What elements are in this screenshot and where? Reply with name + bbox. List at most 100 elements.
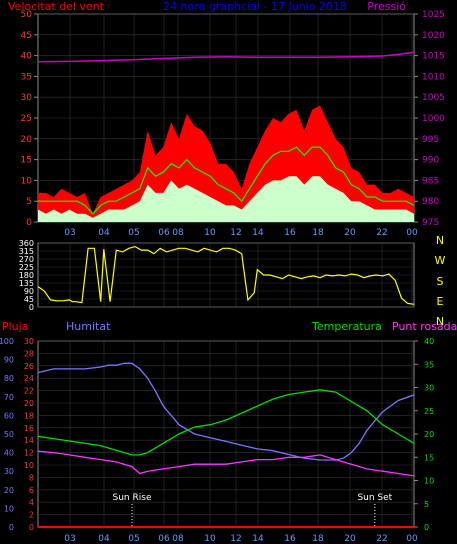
humidity-tick-label: 70 [4,393,14,402]
temperature-x-tick-label: 03 [64,534,75,544]
wind-left-tick-label: 10 [21,176,33,186]
pressure-line [37,51,415,63]
humidity-tick-label: 10 [4,504,14,513]
humidity-axis-label: Humitat [66,320,111,333]
temperature-tick-label: 15 [424,453,434,462]
pressure-tick-label: 1025 [422,10,445,20]
wind-series [37,51,415,222]
wind-x-tick-label: 22 [376,228,387,238]
temperature-x-tick-label: 16 [284,534,296,544]
wind-x-tick-label: 05 [128,228,139,238]
temperature-x-tick-label: 08 [172,534,184,544]
humidity-tick-label: 50 [4,430,14,439]
temperature-x-tick-label: 12 [230,534,241,544]
wind-area-vent [38,176,414,222]
compass-label: N [436,234,444,247]
direction-tick-label: 315 [19,247,34,256]
temperature-tick-label: 35 [424,360,434,369]
pressure-right-ticks: 975 980 985 990 995 1000 1005 1010 1015 1020 1025 [414,10,445,228]
pressure-tick-label: 1020 [422,31,445,41]
wind-left-tick-label: 30 [21,93,33,103]
rain-tick-label: 6 [29,486,34,495]
direction-line [37,245,415,305]
wind-x-tick-label: 12 [230,228,241,238]
sun-rise-label: Sun Rise [113,493,152,503]
temperature-x-tick-label: 05 [128,534,139,544]
temperature-x-tick-label: 14 [252,534,264,544]
pressure-tick-label: 1000 [422,114,445,124]
pressure-tick-label: 975 [422,218,439,228]
direction-tick-label: 0 [29,303,34,312]
pressure-tick-label: 1005 [422,93,445,103]
compass-label: E [437,295,444,308]
series-line-punt-rosada [37,450,415,477]
wind-left-tick-label: 35 [21,72,32,82]
rain-tick-label: 4 [29,498,34,507]
temperature-x-tick-label: 20 [344,534,356,544]
humidity-tick-label: 0 [9,523,14,532]
direction-grid [38,242,414,308]
pressure-axis-label: Pressió [367,0,406,13]
rain-tick-label: 26 [24,362,34,371]
sun-set-label: Sun Set [357,493,392,503]
rain-tick-label: 0 [29,523,34,532]
temperature-x-tick-label: 10 [204,534,216,544]
humidity-tick-label: 60 [4,411,14,420]
wind-x-tick-label: 08 [172,228,184,238]
wind-left-tick-label: 25 [21,114,32,124]
pressure-tick-label: 985 [422,176,439,186]
direction-tick-label: 225 [19,263,34,272]
humidity-tick-label: 40 [4,449,14,458]
rain-tick-label: 20 [24,399,34,408]
temperature-tick-label: 25 [424,407,434,416]
rain-tick-label: 14 [24,436,34,445]
dewpoint-axis-label: Punt rosada [392,320,457,333]
pressure-tick-label: 1015 [422,52,445,62]
humidity-tick-label: 90 [4,356,14,365]
wind-x-tick-label: 00 [406,228,418,238]
direction-tick-label: 180 [19,271,34,280]
temperature-tick-label: 0 [424,523,429,532]
temperature-x-tick-label: 22 [376,534,387,544]
wind-left-tick-label: 40 [21,52,33,62]
series-line-humitat [37,362,415,461]
direction-tick-label: 90 [24,287,34,296]
wind-mean-line [38,146,415,215]
temperature-grid [38,340,414,528]
rain-tick-label: 12 [24,449,34,458]
rain-tick-label: 30 [24,337,34,346]
temperature-tick-label: 5 [424,500,429,509]
humidity-ticks: 0 10 20 30 40 50 60 70 80 90 100 [0,337,14,532]
temperature-x-tick-label: 18 [312,534,324,544]
wind-x-tick-label: 10 [204,228,216,238]
rain-tick-label: 28 [24,349,34,358]
compass-label: W [435,254,446,267]
temperature-x-ticks: 03 04 05 06 08 10 12 14 16 18 20 22 00 [64,534,418,544]
wind-left-tick-label: 20 [21,135,33,145]
wind-x-tick-label: 06 [158,228,170,238]
temperature-tick-label: 20 [424,430,434,439]
rain-tick-label: 10 [24,461,34,470]
compass-label: N [436,315,444,328]
pressure-tick-label: 980 [422,197,439,207]
temperature-series [37,362,415,528]
pressure-tick-label: 1010 [422,72,445,82]
temperature-x-tick-label: 04 [98,534,110,544]
temperature-ticks: 0 5 10 15 20 25 30 35 40 [414,337,434,532]
wind-x-tick-label: 20 [344,228,356,238]
rain-tick-label: 24 [24,374,34,383]
humidity-tick-label: 30 [4,467,14,476]
wind-chart-title: 24 hora graphcial - 17 Junio 2018 [163,0,347,13]
wind-left-ticks: 0 5 10 15 20 25 30 35 40 45 50 [21,10,38,228]
humidity-tick-label: 80 [4,374,14,383]
wind-left-tick-label: 5 [26,197,32,207]
direction-tick-label: 135 [19,279,34,288]
temperature-x-tick-label: 06 [158,534,170,544]
rain-tick-label: 18 [24,411,34,420]
pressure-tick-label: 990 [422,156,439,166]
